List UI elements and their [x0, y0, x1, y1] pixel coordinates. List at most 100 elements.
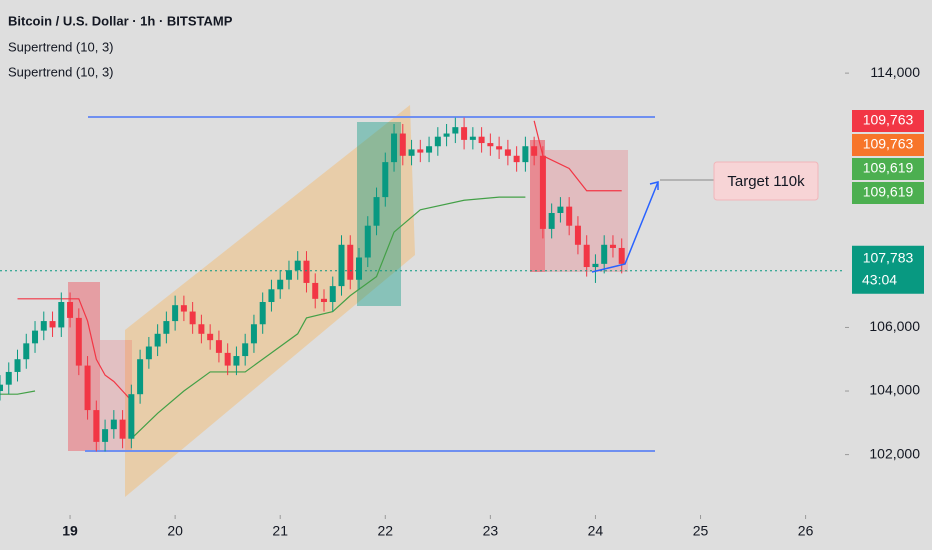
candle-body: [522, 146, 529, 163]
price-label-text: 109,619: [863, 184, 914, 200]
candle-body: [609, 244, 616, 248]
price-label-text: 109,763: [863, 112, 914, 128]
candle-body: [145, 346, 152, 360]
x-tick-label: 24: [588, 523, 604, 539]
last-price-label: [852, 245, 924, 294]
candle-body: [618, 247, 625, 264]
arrow: [591, 181, 659, 273]
indicator-label: Supertrend (10, 3): [8, 39, 114, 54]
candle-body: [14, 359, 21, 372]
candle-body: [329, 286, 336, 303]
candle-body: [137, 359, 144, 395]
price-label-text: 109,763: [863, 136, 914, 152]
candle-body: [0, 384, 3, 392]
candle-body: [5, 371, 12, 385]
candle-body: [592, 263, 599, 268]
x-tick-label: 19: [62, 523, 78, 539]
last-price-text: 107,783: [863, 249, 914, 265]
candle-body: [356, 257, 363, 280]
y-tick-label: 114,000: [870, 64, 920, 80]
candle-body: [531, 146, 538, 156]
candle-body: [250, 324, 257, 344]
candle-body: [67, 302, 74, 318]
candle-body: [513, 155, 520, 163]
candle-body: [172, 305, 179, 322]
price-label: [852, 182, 924, 204]
x-tick-label: 20: [167, 523, 183, 539]
candle-body: [487, 143, 494, 147]
candle-body: [233, 356, 240, 366]
price-label: [852, 110, 924, 132]
y-tick-label: 104,000: [869, 382, 920, 398]
candle-body: [504, 149, 511, 156]
candle-body: [268, 289, 275, 303]
candle-body: [338, 244, 345, 287]
candle-body: [58, 302, 65, 328]
candle-body: [84, 365, 91, 411]
candle-body: [242, 343, 249, 357]
price-label: [852, 134, 924, 156]
candle-body: [102, 429, 109, 442]
candle-body: [539, 155, 546, 229]
candle-body: [478, 136, 485, 144]
candle-body: [207, 333, 214, 341]
x-tick-label: 22: [377, 523, 393, 539]
candle-body: [189, 311, 196, 325]
arrow-head: [649, 181, 659, 190]
candle-body: [373, 197, 380, 226]
supertrend-line: [17, 120, 622, 401]
candle-body: [452, 127, 459, 134]
candle-body: [399, 133, 406, 156]
price-label-text: 109,619: [863, 160, 914, 176]
candle-body: [180, 305, 187, 312]
x-tick-label: 23: [483, 523, 499, 539]
candle-body: [224, 352, 231, 366]
candle-body: [320, 298, 327, 303]
candle-body: [277, 279, 284, 290]
candle-body: [23, 343, 30, 360]
candle-body: [548, 212, 555, 229]
y-tick-label: 102,000: [869, 445, 920, 461]
candle-body: [215, 340, 222, 353]
y-tick-label: 106,000: [869, 318, 920, 334]
annotation-box: [713, 161, 819, 201]
supertrend-line: [0, 196, 526, 440]
candle-body: [285, 270, 292, 280]
candle-body: [119, 419, 126, 439]
candle-body: [154, 333, 161, 347]
x-tick-label: 26: [798, 523, 814, 539]
annotation-text: Target 110k: [727, 173, 805, 190]
candle-body: [426, 146, 433, 153]
candle-body: [443, 133, 450, 137]
candle-body: [566, 206, 573, 226]
candle-body: [303, 260, 310, 283]
candle-body: [347, 244, 354, 280]
x-tick-label: 25: [693, 523, 709, 539]
x-tick-label: 21: [272, 523, 288, 539]
candle-body: [557, 206, 564, 213]
candle-body: [128, 394, 135, 439]
candle-body: [259, 302, 266, 325]
chart-title: Bitcoin / U.S. Dollar · 1h · BITSTAMP: [8, 13, 233, 28]
candle-body: [312, 282, 319, 299]
candle-body: [461, 127, 468, 140]
candle-body: [294, 260, 301, 271]
candle-body: [75, 317, 82, 366]
candle-body: [364, 225, 371, 258]
candle-body: [496, 146, 503, 150]
candle-body: [469, 136, 476, 140]
candle-body: [163, 321, 170, 334]
candle-body: [417, 149, 424, 153]
candle-body: [391, 133, 398, 163]
candle-body: [574, 225, 581, 245]
price-label: [852, 158, 924, 180]
candle-body: [49, 321, 56, 328]
candle-body: [198, 324, 205, 334]
indicator-label: Supertrend (10, 3): [8, 64, 114, 79]
candle-body: [408, 149, 415, 156]
candle-body: [110, 419, 117, 430]
candle-body: [583, 244, 590, 268]
candle-body: [434, 136, 441, 147]
